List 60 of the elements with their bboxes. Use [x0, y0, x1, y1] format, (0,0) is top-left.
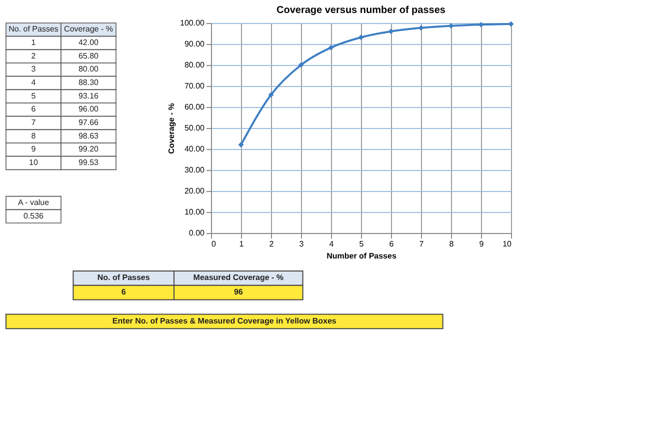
- text: A - value: [18, 198, 50, 207]
- text: 0.536: [23, 211, 44, 220]
- text: Enter No. of Passes & Measured Coverage in Yellow Boxes: [112, 316, 337, 326]
- text: 99.53: [78, 158, 100, 167]
- text: 80.00: [78, 64, 100, 74]
- x-tick-label: 5: [359, 240, 364, 248]
- point: [328, 44, 334, 50]
- x-tick-label: 2: [269, 240, 274, 248]
- text: 4: [31, 78, 36, 87]
- chart-title: Coverage versus number of passes: [276, 5, 446, 16]
- text: No. of Passes: [8, 24, 58, 34]
- x-tick-label: 0: [212, 240, 216, 248]
- text: 96: [234, 288, 244, 297]
- text: 2: [31, 51, 36, 60]
- text: 97.66: [78, 118, 100, 127]
- y-tick-label: 10.00: [184, 208, 206, 216]
- x-tick-label: 7: [419, 240, 424, 248]
- text: Measured Coverage - %: [193, 273, 284, 282]
- x-tick-label: 9: [479, 240, 484, 248]
- point: [298, 62, 304, 68]
- text: 88.30: [78, 78, 100, 87]
- y-tick-label: 90.00: [184, 40, 206, 48]
- text: 1: [31, 38, 36, 47]
- text: 9: [31, 144, 36, 154]
- x-tick-label: 1: [239, 240, 244, 248]
- point: [268, 92, 274, 98]
- text: 6: [31, 104, 36, 114]
- text: 6: [121, 288, 126, 297]
- x-tick-label: 6: [389, 240, 394, 248]
- y-tick-label: 70.00: [184, 82, 206, 90]
- point: [388, 28, 394, 34]
- text: 7: [31, 118, 36, 127]
- y-tick-label: 0.00: [188, 228, 206, 238]
- y-tick-label: 80.00: [184, 60, 206, 70]
- y-tick-label: 50.00: [184, 124, 206, 132]
- y-tick-label: 60.00: [184, 102, 206, 112]
- y-tick-label: 20.00: [184, 186, 206, 196]
- text: 98.63: [78, 131, 100, 140]
- text: 3: [31, 64, 36, 74]
- text: 42.00: [78, 38, 100, 47]
- x-tick-label: 4: [329, 240, 334, 248]
- x-tick-label: 8: [449, 240, 454, 248]
- y-tick-label: 30.00: [184, 166, 206, 174]
- text: 10: [29, 158, 38, 167]
- x-tick-label: 3: [299, 240, 304, 248]
- text: 65.80: [78, 51, 100, 60]
- text: 93.16: [78, 91, 100, 100]
- y-tick-label: 40.00: [184, 144, 206, 154]
- point: [238, 142, 244, 148]
- x-tick-label: 10: [502, 240, 512, 248]
- text: 99.20: [78, 144, 100, 154]
- point: [358, 34, 364, 40]
- text: No. of Passes: [97, 273, 150, 282]
- x-axis-title: Number of Passes: [326, 252, 397, 260]
- text: 8: [31, 131, 36, 140]
- text: 96.00: [78, 104, 100, 114]
- text: Coverage - %: [64, 24, 113, 34]
- y-axis-title: Coverage - %: [167, 103, 176, 154]
- y-tick-label: 100.00: [180, 18, 206, 28]
- text: 5: [31, 91, 36, 100]
